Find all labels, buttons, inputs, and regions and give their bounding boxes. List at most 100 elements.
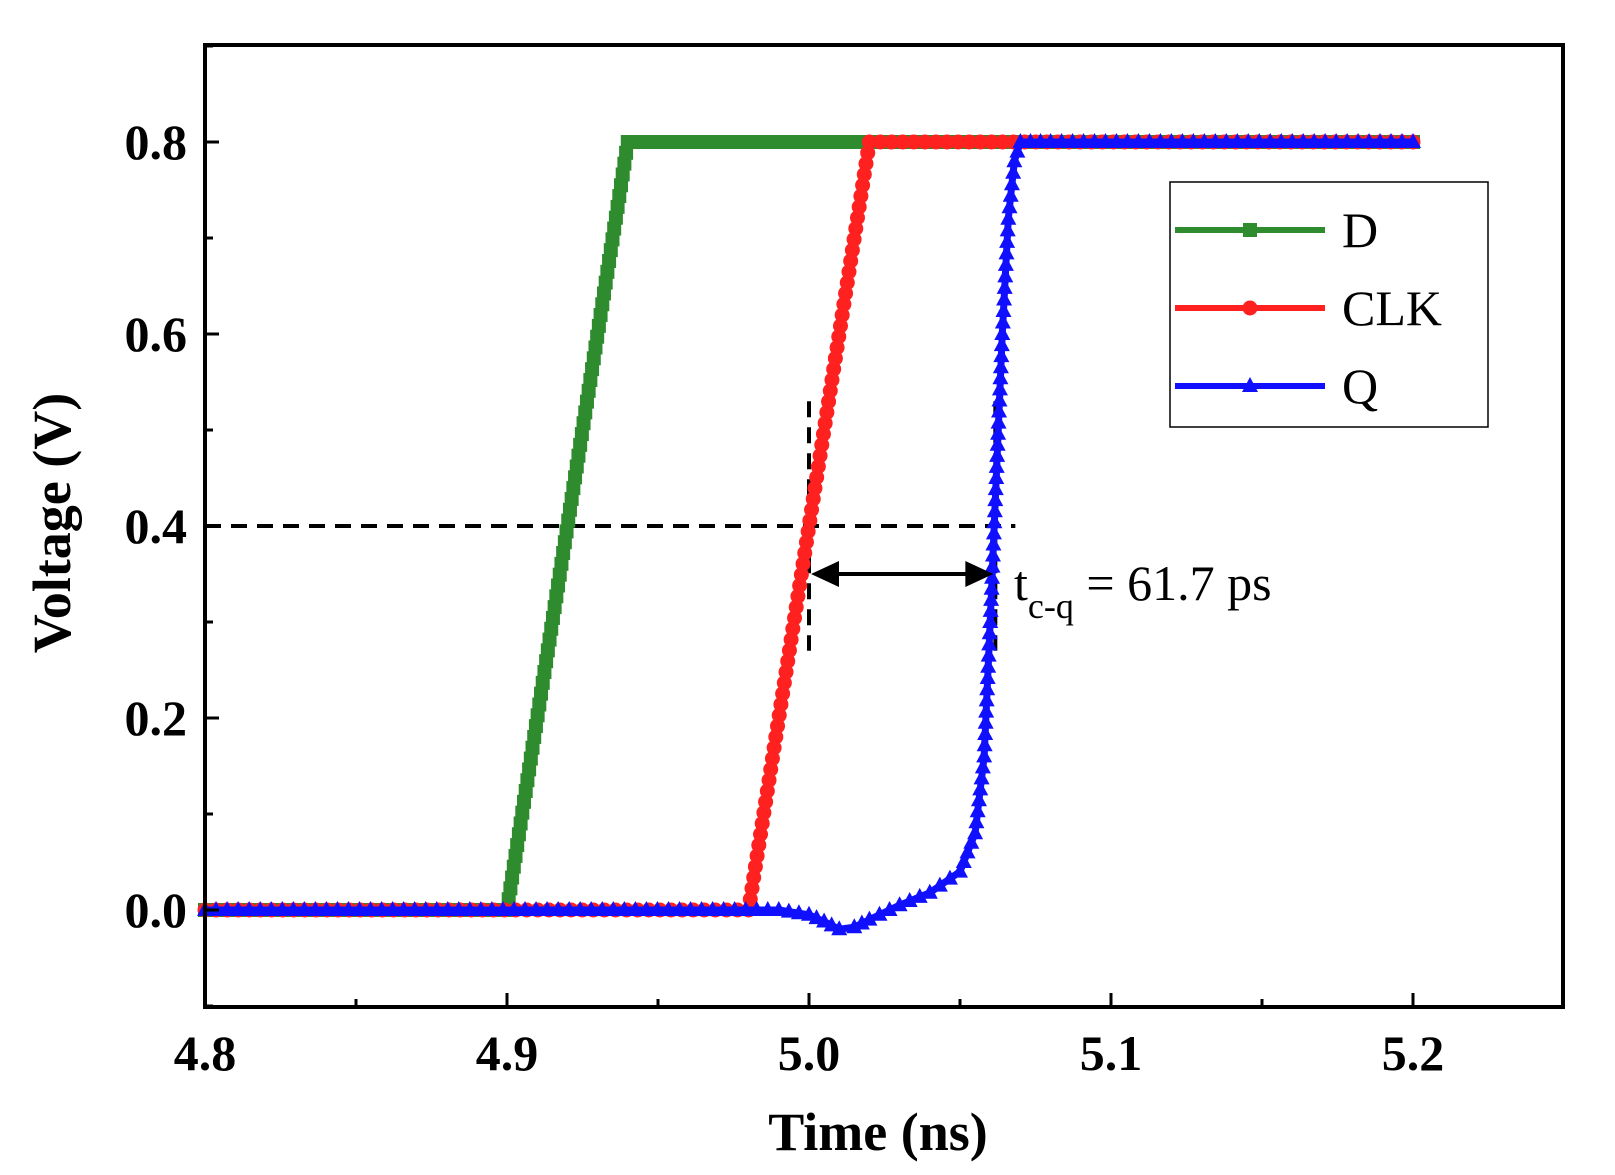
data-point-d [505, 870, 520, 885]
legend-marker-q [1242, 377, 1258, 392]
legend-marker-d [1243, 223, 1257, 237]
data-point-q [417, 901, 434, 916]
data-point-d [527, 729, 542, 744]
data-point-q [395, 901, 412, 916]
y-tick-label: 0.8 [125, 114, 188, 170]
x-tick-label: 4.8 [174, 1025, 237, 1081]
data-point-d [556, 546, 571, 561]
data-point-q [505, 901, 522, 916]
data-point-clk [895, 134, 911, 150]
data-point-d [590, 329, 605, 344]
data-point-d [617, 156, 632, 171]
data-point-d [581, 383, 596, 398]
data-point-q [996, 278, 1013, 294]
data-point-clk [917, 134, 933, 150]
data-point-d [742, 135, 757, 149]
data-point-d [557, 535, 572, 550]
data-point-q [1141, 133, 1158, 148]
data-point-d [528, 719, 543, 734]
data-point-d [547, 600, 562, 615]
data-point-q [561, 901, 578, 916]
data-point-d [508, 848, 523, 863]
data-point-q [1306, 133, 1323, 148]
data-point-q [660, 901, 677, 916]
data-point-q [296, 901, 313, 916]
data-point-d [593, 308, 608, 323]
data-point-q [1097, 133, 1114, 148]
data-point-q [1361, 133, 1378, 148]
data-point-q [952, 862, 968, 878]
data-point-d [532, 697, 547, 712]
data-point-clk [972, 134, 988, 150]
data-point-d [569, 459, 584, 474]
data-point-q [1317, 133, 1334, 148]
data-point-d [808, 135, 823, 149]
data-point-d [545, 610, 560, 625]
data-point-q [984, 557, 1001, 573]
data-point-d [612, 189, 627, 204]
data-point-q [1218, 133, 1235, 148]
data-point-d [676, 135, 691, 149]
data-point-clk [995, 134, 1011, 150]
data-point-q [983, 590, 1000, 606]
y-tick-label: 0.0 [125, 882, 188, 938]
data-point-q [1108, 133, 1125, 148]
data-point-d [520, 773, 535, 788]
data-point-q [1002, 186, 1019, 202]
data-point-q [982, 601, 999, 617]
data-point-d [506, 859, 521, 874]
legend: D CLK Q [1169, 181, 1489, 428]
data-point-d [607, 221, 622, 236]
data-point-q [539, 901, 556, 916]
data-point-d [562, 502, 577, 517]
data-point-q [989, 446, 1006, 462]
data-point-q [911, 887, 928, 903]
data-point-q [1053, 133, 1070, 148]
data-point-q [1005, 163, 1022, 179]
data-point-d [588, 340, 603, 355]
data-point-d [595, 297, 610, 312]
data-point-q [972, 780, 989, 796]
data-point-clk [861, 134, 877, 150]
data-point-d [591, 318, 606, 333]
data-point-q [993, 336, 1010, 352]
tcq-arrow-head-left [811, 561, 839, 587]
data-point-q [901, 892, 918, 908]
data-point-d [535, 675, 550, 690]
data-point-q [987, 480, 1004, 496]
data-point-q [329, 901, 346, 916]
data-point-q [780, 902, 797, 918]
data-point-q [517, 901, 534, 916]
data-point-q [1207, 133, 1224, 148]
legend-item-d: D [1175, 202, 1378, 258]
data-point-q [985, 524, 1002, 540]
data-point-q [439, 901, 456, 916]
data-point-q [770, 901, 787, 916]
data-point-d [830, 135, 845, 149]
data-point-q [973, 769, 990, 785]
data-point-d [613, 178, 628, 193]
data-point-q [1009, 142, 1026, 158]
data-point-d [615, 167, 630, 182]
data-point-d [518, 784, 533, 799]
data-point-q [528, 901, 545, 916]
data-point-q [1022, 133, 1039, 148]
legend-label: CLK [1342, 280, 1442, 336]
data-point-q [997, 267, 1014, 283]
data-point-q [1152, 133, 1169, 148]
data-point-clk [884, 134, 900, 150]
data-point-d [552, 567, 567, 582]
annotation-value: = 61.7 ps [1074, 555, 1272, 611]
data-point-q [671, 901, 688, 916]
data-point-q [881, 901, 898, 916]
data-point-q [450, 901, 467, 916]
data-point-d [631, 135, 646, 149]
data-point-q [219, 901, 236, 916]
x-axis-title: Time (ns) [768, 1102, 988, 1162]
data-point-q [985, 535, 1002, 551]
data-point-q [472, 901, 489, 916]
data-point-q [1240, 133, 1257, 148]
data-point-q [318, 901, 335, 916]
data-point-q [693, 901, 710, 916]
